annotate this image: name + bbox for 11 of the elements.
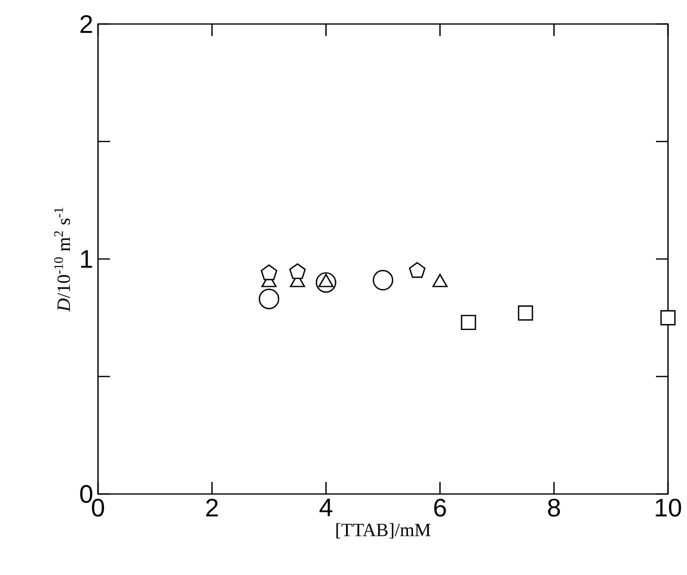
x-tick-label: 2 [206,498,218,516]
y-tick-label: 2 [80,15,92,33]
x-tick-label: 8 [548,498,560,517]
y-tick-label: 1 [81,250,92,268]
x-tick-label: 6 [434,498,446,517]
x-tick-label: 0 [92,498,104,517]
y-axis-title: D/10$^{-10}$ m$^{2}$ s$^{-1}$ [54,208,70,312]
y-tick-label: 0 [80,485,92,503]
x-tick-label: 10 [656,498,682,517]
x-axis-title: [TTAB]/mM [336,523,430,539]
x-tick-label: 4 [320,498,332,516]
